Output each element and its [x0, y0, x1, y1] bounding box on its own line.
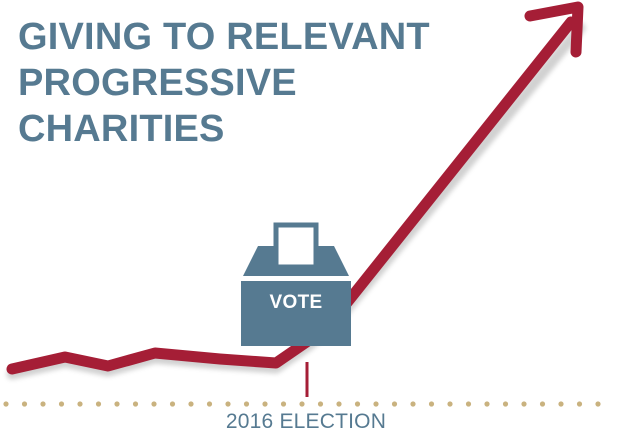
ballot-box-body [241, 281, 351, 346]
title-line-3: CHARITIES [18, 108, 225, 150]
baseline-dot [539, 401, 546, 407]
ballot-box-icon [241, 222, 351, 346]
baseline-dot [132, 401, 139, 407]
baseline-dot [225, 401, 231, 407]
baseline-dot [447, 401, 453, 407]
baseline-dot [40, 401, 46, 407]
baseline-dot [299, 401, 305, 407]
baseline-dot [317, 401, 324, 407]
baseline-dot [484, 401, 490, 407]
baseline-dot [410, 401, 416, 407]
baseline-dot [521, 401, 527, 407]
baseline-dot [354, 401, 361, 407]
title-line-1: GIVING TO RELEVANT [18, 16, 430, 58]
dotted-baseline [3, 401, 601, 407]
baseline-dot [558, 401, 564, 407]
baseline-dot [576, 401, 583, 407]
election-label: 2016 ELECTION [225, 410, 387, 433]
baseline-dot [595, 401, 601, 407]
baseline-dot [373, 401, 379, 407]
baseline-dot [336, 401, 342, 407]
ballot-box-lid [243, 246, 349, 276]
baseline-dot [391, 401, 398, 407]
baseline-dot [95, 401, 102, 407]
vote-label: VOTE [269, 292, 323, 313]
baseline-dot [3, 401, 9, 407]
baseline-dot [465, 401, 472, 407]
baseline-dot [262, 401, 268, 407]
baseline-dot [428, 401, 435, 407]
ballot-paper [273, 222, 319, 270]
baseline-dot [58, 401, 65, 407]
baseline-dot [206, 401, 213, 407]
baseline-dot [243, 401, 250, 407]
baseline-dot [188, 401, 194, 407]
baseline-dot [502, 401, 509, 407]
title-line-2: PROGRESSIVE [18, 62, 297, 104]
diagram-title: GIVING TO RELEVANT PROGRESSIVE CHARITIES [18, 14, 430, 152]
baseline-dot [21, 401, 28, 407]
baseline-dot [151, 401, 157, 407]
trend-arrow-head-icon [524, 1, 584, 58]
baseline-dot [114, 401, 120, 407]
baseline-dot [280, 401, 287, 407]
baseline-dot [77, 401, 83, 407]
baseline-dot [169, 401, 176, 407]
